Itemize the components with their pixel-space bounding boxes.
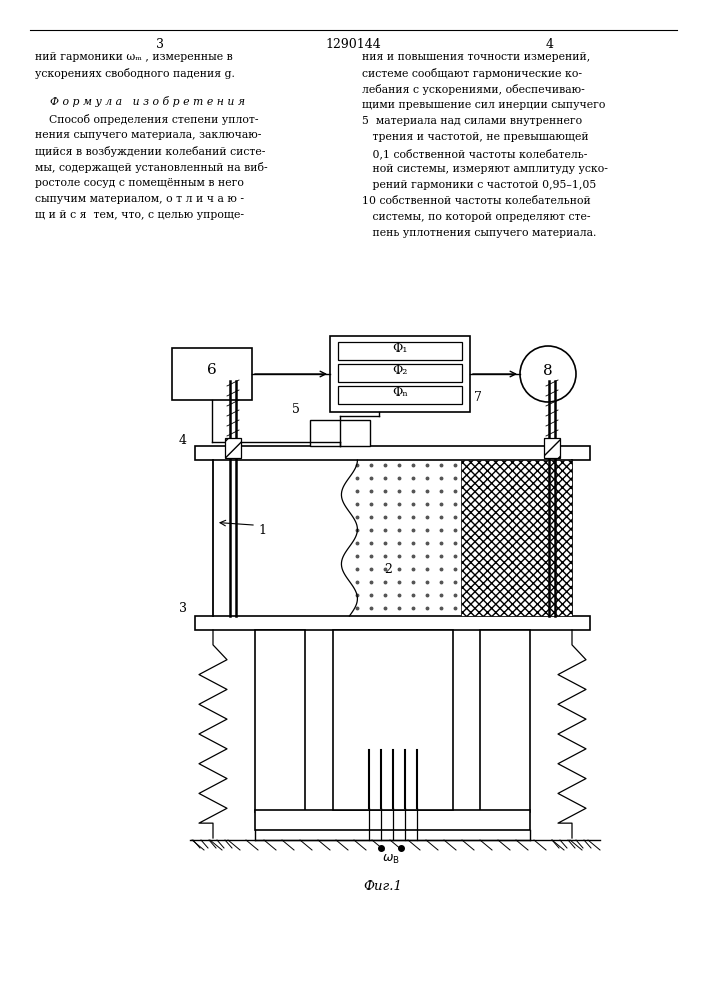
Text: 3: 3	[179, 601, 187, 614]
Bar	[338, 342, 462, 360]
Bar	[172, 348, 252, 400]
Bar	[255, 810, 530, 830]
Bar	[338, 364, 462, 382]
Text: 5  материала над силами внутреннего: 5 материала над силами внутреннего	[362, 116, 582, 126]
Circle shape	[520, 346, 576, 402]
Text: Φ₁: Φ₁	[392, 342, 408, 356]
Text: ускорениях свободного падения g.: ускорениях свободного падения g.	[35, 68, 235, 79]
Text: системе сообщают гармонические ко-: системе сообщают гармонические ко-	[362, 68, 582, 79]
Text: мы, содержащей установленный на виб-: мы, содержащей установленный на виб-	[35, 162, 268, 173]
Text: щ и й с я  тем, что, с целью упроще-: щ и й с я тем, что, с целью упроще-	[35, 210, 244, 220]
Text: ний гармоники ωₘ , измеренные в: ний гармоники ωₘ , измеренные в	[35, 52, 233, 62]
Text: лебания с ускорениями, обеспечиваю-: лебания с ускорениями, обеспечиваю-	[362, 84, 585, 95]
Text: 4: 4	[179, 434, 187, 446]
Bar	[310, 420, 370, 446]
Text: нения сыпучего материала, заключаю-: нения сыпучего материала, заключаю-	[35, 130, 262, 140]
Bar	[330, 336, 470, 412]
Text: Ф о р м у л а   и з о б р е т е н и я: Ф о р м у л а и з о б р е т е н и я	[50, 96, 245, 107]
Text: 6: 6	[207, 363, 217, 377]
Text: 8: 8	[543, 364, 553, 378]
Text: 1: 1	[258, 524, 266, 537]
Text: 7: 7	[474, 391, 482, 404]
Text: щими превышение сил инерции сыпучего: щими превышение сил инерции сыпучего	[362, 100, 605, 110]
Bar	[255, 630, 305, 812]
Text: 1290144: 1290144	[325, 38, 381, 51]
Bar	[225, 438, 241, 458]
Text: 10 собственной частоты колебательной: 10 собственной частоты колебательной	[362, 196, 591, 206]
Text: Фиг.1: Фиг.1	[363, 880, 402, 893]
Bar	[480, 630, 530, 812]
Text: $\omega_{\rm B}$: $\omega_{\rm B}$	[382, 853, 399, 866]
Text: 4: 4	[546, 38, 554, 51]
Text: рений гармоники с частотой 0,95–1,05: рений гармоники с частотой 0,95–1,05	[362, 180, 596, 190]
Bar	[195, 616, 590, 630]
Text: сыпучим материалом, о т л и ч а ю -: сыпучим материалом, о т л и ч а ю -	[35, 194, 244, 204]
Text: щийся в возбуждении колебаний систе-: щийся в возбуждении колебаний систе-	[35, 146, 265, 157]
Text: Способ определения степени уплот-: Способ определения степени уплот-	[35, 114, 259, 125]
Text: 2: 2	[385, 563, 392, 576]
Bar	[544, 438, 560, 458]
Text: Φ₂: Φ₂	[392, 364, 408, 377]
Text: Φₙ: Φₙ	[392, 386, 408, 399]
Text: ростоле сосуд с помещённым в него: ростоле сосуд с помещённым в него	[35, 178, 244, 188]
Text: 3: 3	[156, 38, 164, 51]
Text: системы, по которой определяют сте-: системы, по которой определяют сте-	[362, 212, 590, 222]
Text: ния и повышения точности измерений,: ния и повышения точности измерений,	[362, 52, 590, 62]
Text: пень уплотнения сыпучего материала.: пень уплотнения сыпучего материала.	[362, 228, 597, 238]
Text: трения и частотой, не превышающей: трения и частотой, не превышающей	[362, 132, 589, 142]
Bar	[338, 386, 462, 404]
Bar	[461, 460, 572, 616]
Text: 5: 5	[292, 403, 300, 416]
Bar	[332, 630, 452, 810]
Bar	[195, 446, 590, 460]
Text: ной системы, измеряют амплитуду уско-: ной системы, измеряют амплитуду уско-	[362, 164, 608, 174]
Text: 0,1 собственной частоты колебатель-: 0,1 собственной частоты колебатель-	[362, 148, 588, 159]
